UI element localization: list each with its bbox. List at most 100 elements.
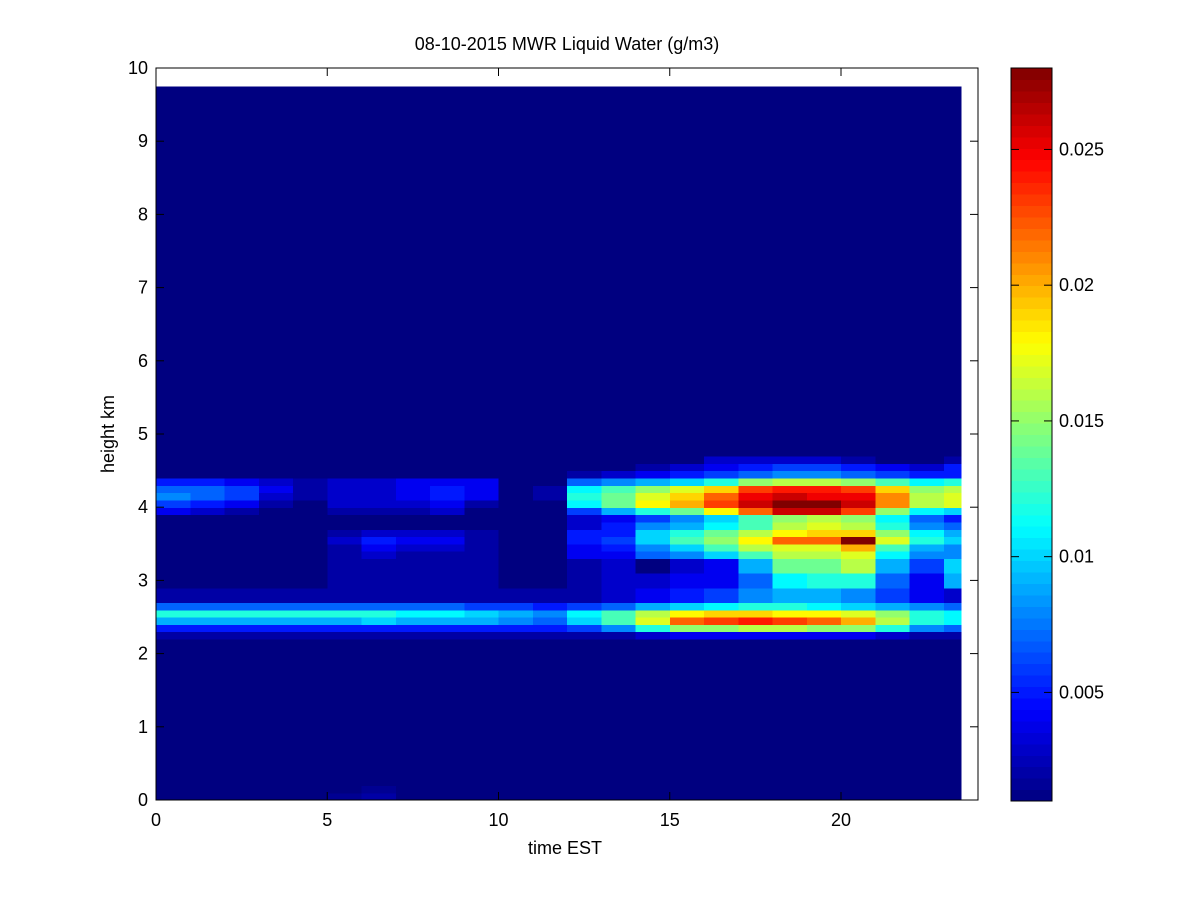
heatmap-cell bbox=[327, 492, 363, 501]
heatmap-cell bbox=[464, 587, 500, 603]
heatmap-cell bbox=[327, 638, 363, 786]
heatmap-cell bbox=[258, 617, 294, 625]
heatmap-cell bbox=[943, 514, 962, 523]
heatmap-cell bbox=[635, 455, 671, 464]
heatmap-cell bbox=[293, 558, 328, 574]
heatmap-cell bbox=[464, 617, 500, 625]
heatmap-cell bbox=[669, 617, 705, 625]
heatmap-cell bbox=[293, 638, 328, 786]
heatmap-cell bbox=[669, 477, 705, 486]
heatmap-cell bbox=[532, 638, 568, 786]
heatmap-cell bbox=[601, 624, 637, 633]
heatmap-cell bbox=[532, 536, 568, 545]
colorbar-band bbox=[1011, 159, 1052, 172]
heatmap-cell bbox=[704, 638, 739, 786]
heatmap-cell bbox=[601, 507, 637, 516]
heatmap-cell bbox=[258, 609, 294, 618]
heatmap-cell bbox=[875, 536, 911, 545]
heatmap-cell bbox=[361, 521, 397, 530]
heatmap-cell bbox=[430, 573, 465, 589]
heatmap-cell bbox=[738, 507, 774, 516]
colorbar-band bbox=[1011, 102, 1052, 115]
heatmap-cell bbox=[669, 536, 705, 545]
heatmap-cell bbox=[327, 463, 363, 472]
heatmap-cell bbox=[635, 514, 671, 523]
heatmap-cell bbox=[738, 477, 774, 486]
y-tick-label: 4 bbox=[138, 497, 148, 517]
heatmap-cell bbox=[430, 543, 465, 552]
heatmap-cell bbox=[395, 485, 431, 494]
heatmap-cell bbox=[498, 573, 534, 589]
heatmap-cell bbox=[156, 638, 191, 786]
heatmap-cell bbox=[601, 499, 637, 508]
chart-title: 08-10-2015 MWR Liquid Water (g/m3) bbox=[415, 34, 719, 54]
heatmap-cell bbox=[943, 543, 962, 552]
heatmap-cell bbox=[293, 463, 328, 472]
heatmap-cell bbox=[635, 573, 671, 589]
y-tick-label: 8 bbox=[138, 204, 148, 224]
heatmap-cell bbox=[772, 86, 808, 457]
y-axis-ticks: 0 1 2 3 4 5 6 7 8 9 10 bbox=[128, 58, 978, 810]
heatmap-cell bbox=[567, 536, 602, 545]
heatmap-cell bbox=[361, 573, 397, 589]
colorbar-band bbox=[1011, 171, 1052, 184]
heatmap-cell bbox=[190, 792, 226, 801]
heatmap-cell bbox=[669, 485, 705, 494]
heatmap-cell bbox=[909, 631, 945, 640]
heatmap-cell bbox=[361, 587, 397, 603]
colorbar-ticks: 0.005 0.01 0.015 0.02 0.025 bbox=[1011, 139, 1104, 702]
heatmap-cell bbox=[464, 536, 500, 545]
heatmap-cell bbox=[841, 477, 876, 486]
heatmap-cell bbox=[464, 785, 500, 794]
heatmap-cell bbox=[806, 86, 842, 457]
heatmap-cell bbox=[738, 631, 774, 640]
heatmap-cell bbox=[772, 792, 808, 801]
heatmap-cell bbox=[395, 624, 431, 633]
heatmap-cell bbox=[669, 785, 705, 794]
heatmap-cell bbox=[806, 536, 842, 545]
heatmap-cell bbox=[327, 587, 363, 603]
heatmap-cell bbox=[361, 602, 397, 611]
heatmap-cell bbox=[156, 507, 191, 516]
heatmap-cell bbox=[395, 492, 431, 501]
heatmap-cell bbox=[258, 638, 294, 786]
heatmap-cell bbox=[943, 551, 962, 560]
heatmap-cell bbox=[293, 617, 328, 625]
heatmap-cell bbox=[875, 463, 911, 472]
x-tick-label: 0 bbox=[151, 810, 161, 830]
heatmap-cell bbox=[464, 463, 500, 472]
heatmap-cell bbox=[772, 455, 808, 464]
heatmap-cell bbox=[601, 602, 637, 611]
heatmap-cell bbox=[532, 573, 568, 589]
heatmap-cell bbox=[841, 573, 876, 589]
heatmap-cell bbox=[361, 785, 397, 794]
heatmap-cell bbox=[806, 499, 842, 508]
heatmap-cell bbox=[532, 543, 568, 552]
colorbar-band bbox=[1011, 113, 1052, 126]
colorbar-band bbox=[1011, 560, 1052, 573]
heatmap-cell bbox=[841, 485, 876, 494]
heatmap-cell bbox=[806, 638, 842, 786]
heatmap-cell bbox=[669, 529, 705, 538]
heatmap-cell bbox=[464, 455, 500, 464]
heatmap-cell bbox=[327, 624, 363, 633]
heatmap-cell bbox=[327, 536, 363, 545]
heatmap-cell bbox=[704, 573, 739, 589]
colorbar: 0.005 0.01 0.015 0.02 0.025 bbox=[1010, 67, 1104, 802]
heatmap-cell bbox=[395, 455, 431, 464]
heatmap-cell bbox=[327, 477, 363, 486]
heatmap-cell bbox=[224, 624, 260, 633]
heatmap-cell bbox=[943, 587, 962, 603]
heatmap-cell bbox=[841, 521, 876, 530]
heatmap-cell bbox=[156, 455, 191, 464]
heatmap-cell bbox=[943, 529, 962, 538]
heatmap-cell bbox=[943, 492, 962, 501]
heatmap-cell bbox=[430, 792, 465, 801]
heatmap-cell bbox=[669, 558, 705, 574]
heatmap-cell bbox=[190, 587, 226, 603]
heatmap-cell bbox=[190, 558, 226, 574]
heatmap-cell bbox=[190, 602, 226, 611]
heatmap-cell bbox=[567, 551, 602, 560]
colorbar-band bbox=[1011, 480, 1052, 493]
heatmap-cell bbox=[498, 455, 534, 464]
